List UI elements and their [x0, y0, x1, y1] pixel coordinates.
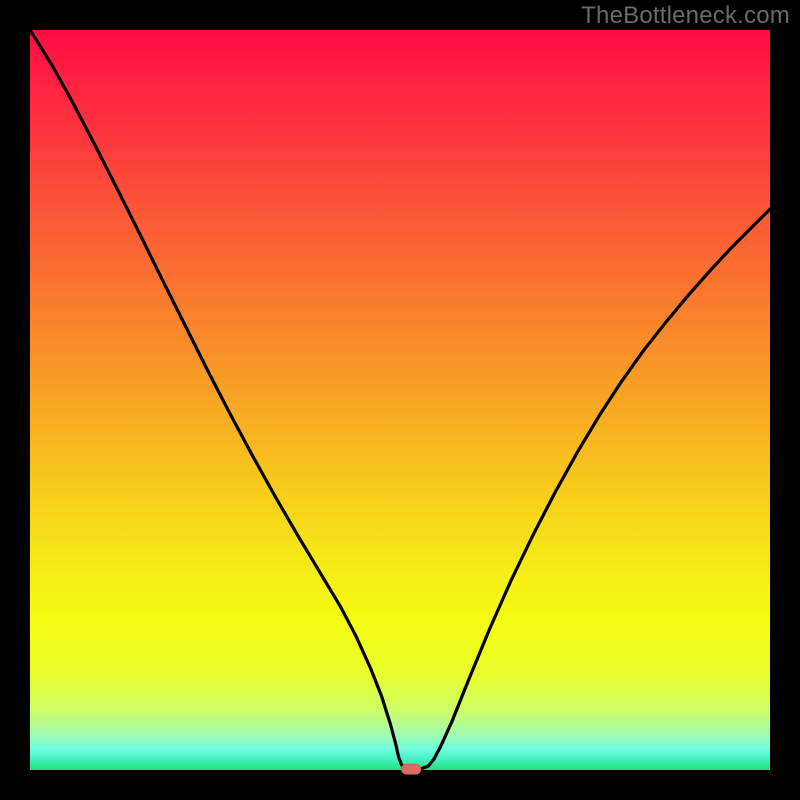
- chart-container: TheBottleneck.com: [0, 0, 800, 800]
- plot-area-gradient: [30, 30, 770, 770]
- watermark-text: TheBottleneck.com: [581, 2, 790, 30]
- bottleneck-chart: [0, 0, 800, 800]
- min-marker: [401, 764, 421, 774]
